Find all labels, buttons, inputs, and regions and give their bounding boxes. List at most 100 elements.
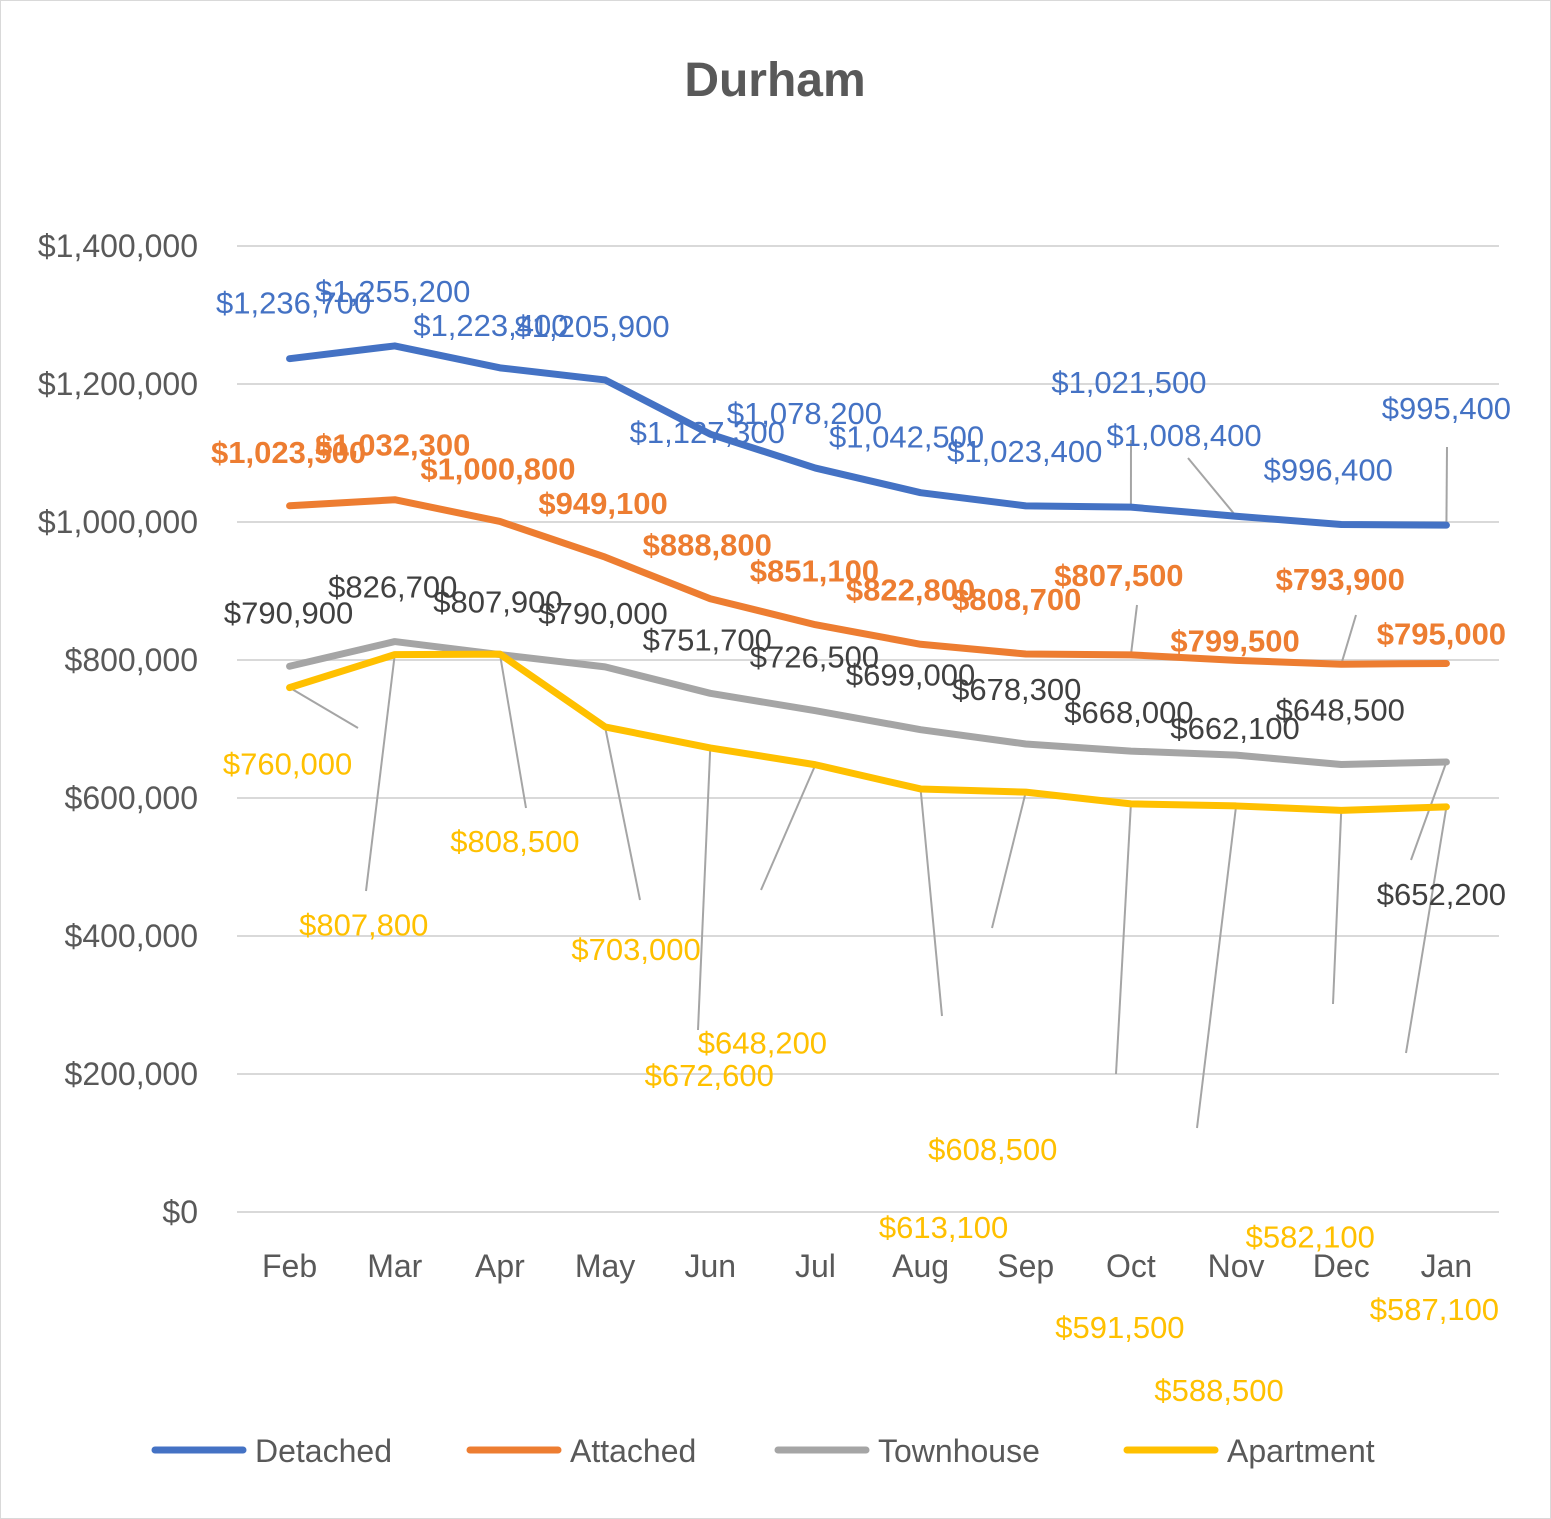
leader-line	[498, 653, 527, 809]
leader-line	[1445, 446, 1448, 526]
leader-line	[289, 686, 359, 729]
data-label-apartment: $588,500	[1154, 1373, 1283, 1408]
y-tick-label: $400,000	[65, 918, 198, 954]
series-line-detached	[286, 342, 1450, 529]
data-label-attached: $793,900	[1276, 562, 1405, 597]
data-label-attached: $795,000	[1377, 616, 1506, 651]
data-label-detached: $1,127,300	[630, 415, 785, 450]
x-tick-label: Jul	[795, 1248, 836, 1284]
data-label-attached: $808,700	[952, 582, 1081, 617]
data-label-townhouse: $678,300	[952, 672, 1081, 707]
legend: Detached Attached Townhouse Apartment	[151, 1433, 1375, 1469]
data-label-apartment: $613,100	[879, 1210, 1008, 1245]
y-tick-label: $1,400,000	[38, 228, 198, 264]
series-line-apartment	[286, 650, 1450, 814]
leader-line	[1196, 805, 1238, 1129]
legend-label: Attached	[570, 1433, 696, 1469]
x-tick-label: Nov	[1208, 1248, 1265, 1284]
leader-line	[1129, 604, 1138, 655]
data-label-attached: $799,500	[1170, 623, 1299, 658]
data-label-detached: $1,205,900	[515, 309, 670, 344]
leader-line	[991, 791, 1027, 929]
x-axis-tick-labels: Feb Mar Apr May Jun Jul Aug Sep Oct Nov Dec Jan	[262, 1248, 1472, 1284]
data-label-attached: $851,100	[750, 554, 879, 589]
data-label-townhouse: $826,700	[328, 570, 457, 605]
data-label-townhouse: $807,900	[433, 585, 562, 620]
y-tick-label: $1,000,000	[38, 504, 198, 540]
x-tick-label: Dec	[1313, 1248, 1370, 1284]
x-tick-label: Apr	[475, 1248, 525, 1284]
x-tick-label: May	[575, 1248, 635, 1284]
data-label-attached: $1,023,500	[211, 435, 366, 470]
x-tick-label: Oct	[1106, 1248, 1156, 1284]
data-label-detached: $1,042,500	[829, 420, 984, 455]
data-label-apartment: $807,800	[299, 908, 428, 943]
data-label-attached: $1,032,300	[315, 428, 470, 463]
data-label-attached: $1,000,800	[420, 451, 575, 486]
leader-line	[760, 764, 817, 891]
data-label-attached: $949,100	[538, 486, 667, 521]
leader-line	[1187, 457, 1237, 517]
data-label-detached: $1,255,200	[315, 274, 470, 309]
data-label-townhouse: $790,900	[224, 595, 353, 630]
x-tick-label: Sep	[997, 1248, 1054, 1284]
data-label-apartment: $608,500	[928, 1132, 1057, 1167]
chart-title: Durham	[684, 54, 865, 107]
y-tick-label: $800,000	[65, 642, 198, 678]
data-label-attached: $822,800	[846, 572, 975, 607]
leader-line	[1332, 810, 1343, 1005]
data-label-detached: $1,008,400	[1107, 418, 1262, 453]
data-label-apartment: $648,200	[698, 1026, 827, 1061]
legend-label: Townhouse	[878, 1433, 1040, 1469]
data-label-detached: $996,400	[1264, 452, 1393, 487]
leader-line	[1405, 806, 1448, 1054]
data-label-apartment: $672,600	[645, 1058, 774, 1093]
leader-line	[604, 726, 641, 901]
y-tick-label: $200,000	[65, 1056, 198, 1092]
data-label-attached: $888,800	[643, 528, 772, 563]
y-tick-label: $0	[162, 1194, 198, 1230]
data-label-detached: $1,078,200	[727, 396, 882, 431]
x-tick-label: Aug	[892, 1248, 949, 1284]
legend-label: Detached	[255, 1433, 392, 1469]
data-label-apartment: $587,100	[1370, 1292, 1499, 1327]
leader-line	[697, 747, 712, 1031]
data-label-townhouse: $790,000	[538, 596, 667, 631]
y-tick-label: $1,200,000	[38, 366, 198, 402]
leader-line	[919, 788, 943, 1017]
data-label-townhouse: $668,000	[1064, 695, 1193, 730]
x-tick-label: Jun	[684, 1248, 736, 1284]
data-label-detached: $995,400	[1382, 391, 1511, 426]
leader-line	[1340, 614, 1357, 665]
x-tick-label: Feb	[262, 1248, 317, 1284]
leader-line	[365, 654, 396, 892]
data-label-apartment: $591,500	[1055, 1310, 1184, 1345]
data-label-detached: $1,223,400	[413, 308, 568, 343]
data-label-townhouse: $726,500	[750, 640, 879, 675]
series-line-attached	[286, 496, 1450, 668]
y-axis-tick-labels: $0 $200,000 $400,000 $600,000 $800,000 $1,000…	[38, 228, 198, 1230]
data-label-attached: $807,500	[1054, 558, 1183, 593]
leader-line	[1115, 803, 1132, 1075]
data-label-apartment: $582,100	[1246, 1219, 1375, 1254]
data-label-townhouse: $751,700	[643, 622, 772, 657]
data-label-townhouse: $662,100	[1170, 711, 1299, 746]
data-label-leader-lines	[289, 439, 1448, 1129]
data-labels: $1,236,700$1,255,200$1,223,400$1,205,900…	[211, 274, 1511, 1408]
data-label-apartment: $808,500	[450, 824, 579, 859]
data-label-detached: $1,021,500	[1051, 365, 1206, 400]
series-lines	[286, 342, 1450, 814]
y-tick-label: $600,000	[65, 780, 198, 816]
legend-label: Apartment	[1227, 1433, 1375, 1469]
x-tick-label: Mar	[367, 1248, 422, 1284]
data-label-apartment: $760,000	[223, 747, 352, 782]
leader-line	[1410, 761, 1448, 861]
data-label-townhouse: $652,200	[1377, 877, 1506, 912]
data-label-townhouse: $648,500	[1276, 693, 1405, 728]
x-tick-label: Jan	[1421, 1248, 1473, 1284]
data-label-apartment: $703,000	[571, 932, 700, 967]
gridlines	[237, 245, 1499, 1213]
data-label-townhouse: $699,000	[846, 658, 975, 693]
data-label-detached: $1,023,400	[947, 434, 1102, 469]
